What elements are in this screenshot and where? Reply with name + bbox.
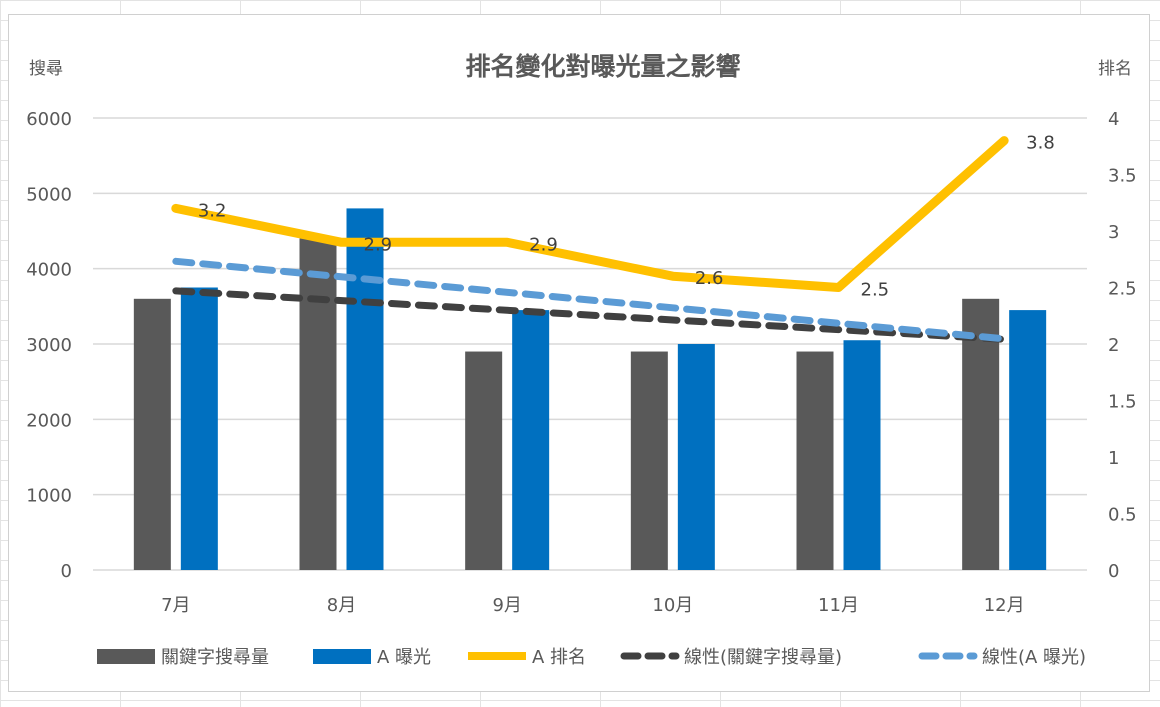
x-tick-label: 10月 [652,595,693,616]
x-tick-label: 8月 [327,595,356,616]
trendline-4 [172,257,1008,343]
y-tick-label: 4000 [26,260,72,281]
x-tick-label: 12月 [984,595,1025,616]
y2-tick-label: 1.5 [1108,392,1137,413]
y2-tick-label: 0 [1108,561,1119,582]
legend-swatch [313,649,371,664]
y2-tick-label: 3.5 [1108,166,1137,187]
legend-swatch [97,649,155,664]
legend-label: 線性(關鍵字搜尋量) [684,647,842,668]
bar-1-0 [180,287,218,570]
x-tick-label: 7月 [161,595,190,616]
chart-title: 排名變化對曝光量之影響 [465,52,740,81]
y-tick-label: 6000 [26,109,72,130]
y2-tick-label: 0.5 [1108,505,1137,526]
y-tick-label: 2000 [26,410,72,431]
bar-0-2 [465,351,503,570]
data-label: 2.9 [364,234,393,255]
data-label: 3.2 [198,200,227,221]
x-tick-label: 11月 [818,595,859,616]
bar-1-1 [346,208,384,570]
data-label: 2.6 [695,268,724,289]
y2-tick-label: 2.5 [1108,279,1137,300]
bar-1-4 [843,340,881,570]
legend-label: A 曝光 [377,647,431,668]
y-tick-label: 0 [61,561,72,582]
legend-label: A 排名 [532,647,586,668]
legend-label: 線性(A 曝光) [982,647,1086,668]
rank-line [171,136,1009,292]
y-axis-title: 搜尋 [29,59,63,79]
y-tick-label: 1000 [26,486,72,507]
bar-0-1 [299,238,337,571]
bar-0-3 [630,351,668,570]
y-tick-label: 5000 [26,184,72,205]
bar-1-2 [512,310,550,570]
y2-axis-title: 排名 [1098,59,1132,79]
trendline-3 [172,287,1008,343]
y-tick-label: 3000 [26,335,72,356]
data-label: 3.8 [1026,133,1055,154]
bar-0-0 [133,298,171,570]
y2-tick-label: 2 [1108,335,1119,356]
x-tick-label: 9月 [492,595,521,616]
data-label: 2.9 [529,234,558,255]
legend-label: 關鍵字搜尋量 [161,647,269,668]
bar-0-4 [796,351,834,570]
bar-0-5 [962,298,1000,570]
bar-1-3 [677,344,715,570]
y2-tick-label: 1 [1108,448,1119,469]
y2-tick-label: 3 [1108,222,1119,243]
bar-1-5 [1009,310,1047,570]
y2-tick-label: 4 [1108,109,1119,130]
data-label: 2.5 [861,280,890,301]
